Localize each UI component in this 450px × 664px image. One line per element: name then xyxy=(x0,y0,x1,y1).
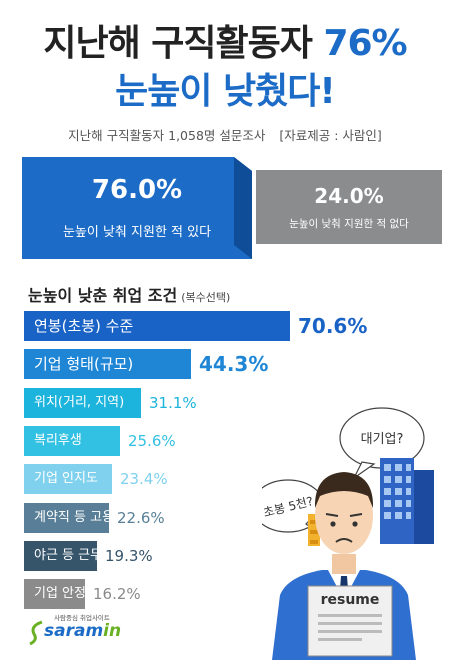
bar-row: 야근 등 근무환경 19.3% xyxy=(24,541,444,571)
svg-text:대기업?: 대기업? xyxy=(361,432,404,447)
stat-box-no: 24.0% 눈높이 낮춰 지원한 적 없다 xyxy=(256,170,442,244)
logo-tagline: 사람중심 취업사이트 xyxy=(54,614,110,622)
bar-category-label: 야근 등 근무환경 xyxy=(34,548,126,563)
bar-value-label: 19.3% xyxy=(105,547,153,565)
title-percent: 76% xyxy=(323,23,407,64)
bar-category-label: 복리후생 xyxy=(34,433,82,448)
chart-title-text: 눈높이 낮춘 취업 조건 xyxy=(28,286,178,305)
stat-yes-label: 눈높이 낮춰 지원한 적 있다 xyxy=(62,225,212,240)
bar-row: 위치(거리, 지역) 31.1% xyxy=(24,388,444,418)
bar xyxy=(24,426,120,456)
illustration-graphic: 대기업? 초봉 5천? xyxy=(251,407,434,660)
bar-value-label: 22.6% xyxy=(117,509,165,527)
bar-category-label: 기업 안정성 xyxy=(34,586,98,601)
bar-category-label: 기업 인지도 xyxy=(34,471,98,486)
bar xyxy=(24,503,109,533)
stat-no-value: 24.0% xyxy=(314,184,384,208)
bar-value-label: 44.3% xyxy=(199,352,269,376)
stat-box-no-shape xyxy=(256,170,442,244)
chart-title: 눈높이 낮춘 취업 조건 (복수선택) xyxy=(28,282,230,306)
bar xyxy=(24,311,290,341)
survey-description: 지난해 구직활동자 1,058명 설문조사 xyxy=(68,128,266,143)
data-source: [자료제공 : 사람인] xyxy=(279,128,382,143)
svg-text:resume: resume xyxy=(321,592,380,608)
bar-category-label: 연봉(초봉) 수준 xyxy=(34,317,134,335)
page-title: 지난해 구직활동자 76% xyxy=(0,14,450,66)
bar xyxy=(24,349,191,379)
job-seeker-illustration: 대기업? 초봉 5천? xyxy=(251,390,450,660)
bar-value-label: 16.2% xyxy=(93,585,141,603)
bar xyxy=(24,388,141,418)
bar-value-label: 23.4% xyxy=(120,470,168,488)
office-building xyxy=(380,458,434,544)
bar-category-label: 계약직 등 고용형태 xyxy=(34,510,138,525)
stat-yes-value: 76.0% xyxy=(91,175,183,205)
bar xyxy=(24,541,97,571)
bar xyxy=(24,464,112,494)
speech-bubble-large-company: 대기업? xyxy=(339,407,425,479)
stat-box-yes: 76.0% 눈높이 낮춰 지원한 적 있다 xyxy=(22,157,252,259)
bar-category-label: 기업 형태(규모) xyxy=(34,355,134,373)
stat-no-label: 눈높이 낮춰 지원한 적 없다 xyxy=(289,218,409,230)
bar-row: 기업 인지도 23.4% xyxy=(24,464,444,494)
resume-paper: resume xyxy=(307,585,393,657)
saramin-logo: 사람중심 취업사이트 saramin xyxy=(26,612,146,652)
title-main: 지난해 구직활동자 xyxy=(43,23,312,64)
bar-row: 계약직 등 고용형태 22.6% xyxy=(24,503,444,533)
logo-wordmark: saramin xyxy=(44,621,122,641)
bar-value-label: 31.1% xyxy=(149,394,197,412)
bar-row: 연봉(초봉) 수준 70.6% xyxy=(24,311,444,341)
stat-box-yes-shape xyxy=(22,157,252,259)
bar-value-label: 70.6% xyxy=(298,314,368,338)
bar xyxy=(24,579,85,609)
chart-title-note: (복수선택) xyxy=(181,291,231,304)
saramin-logo-mark xyxy=(29,620,43,646)
page-title-line2: 눈높이 낮췄다! xyxy=(115,71,336,112)
bar-value-label: 25.6% xyxy=(128,432,176,450)
bar-category-label: 위치(거리, 지역) xyxy=(34,395,125,410)
bar-row: 복리후생 25.6% xyxy=(24,426,444,456)
survey-subtitle: 지난해 구직활동자 1,058명 설문조사 [자료제공 : 사람인] xyxy=(0,125,450,144)
bar-row: 기업 형태(규모) 44.3% xyxy=(24,349,444,379)
bar-row: 기업 안정성 16.2% xyxy=(24,579,444,609)
